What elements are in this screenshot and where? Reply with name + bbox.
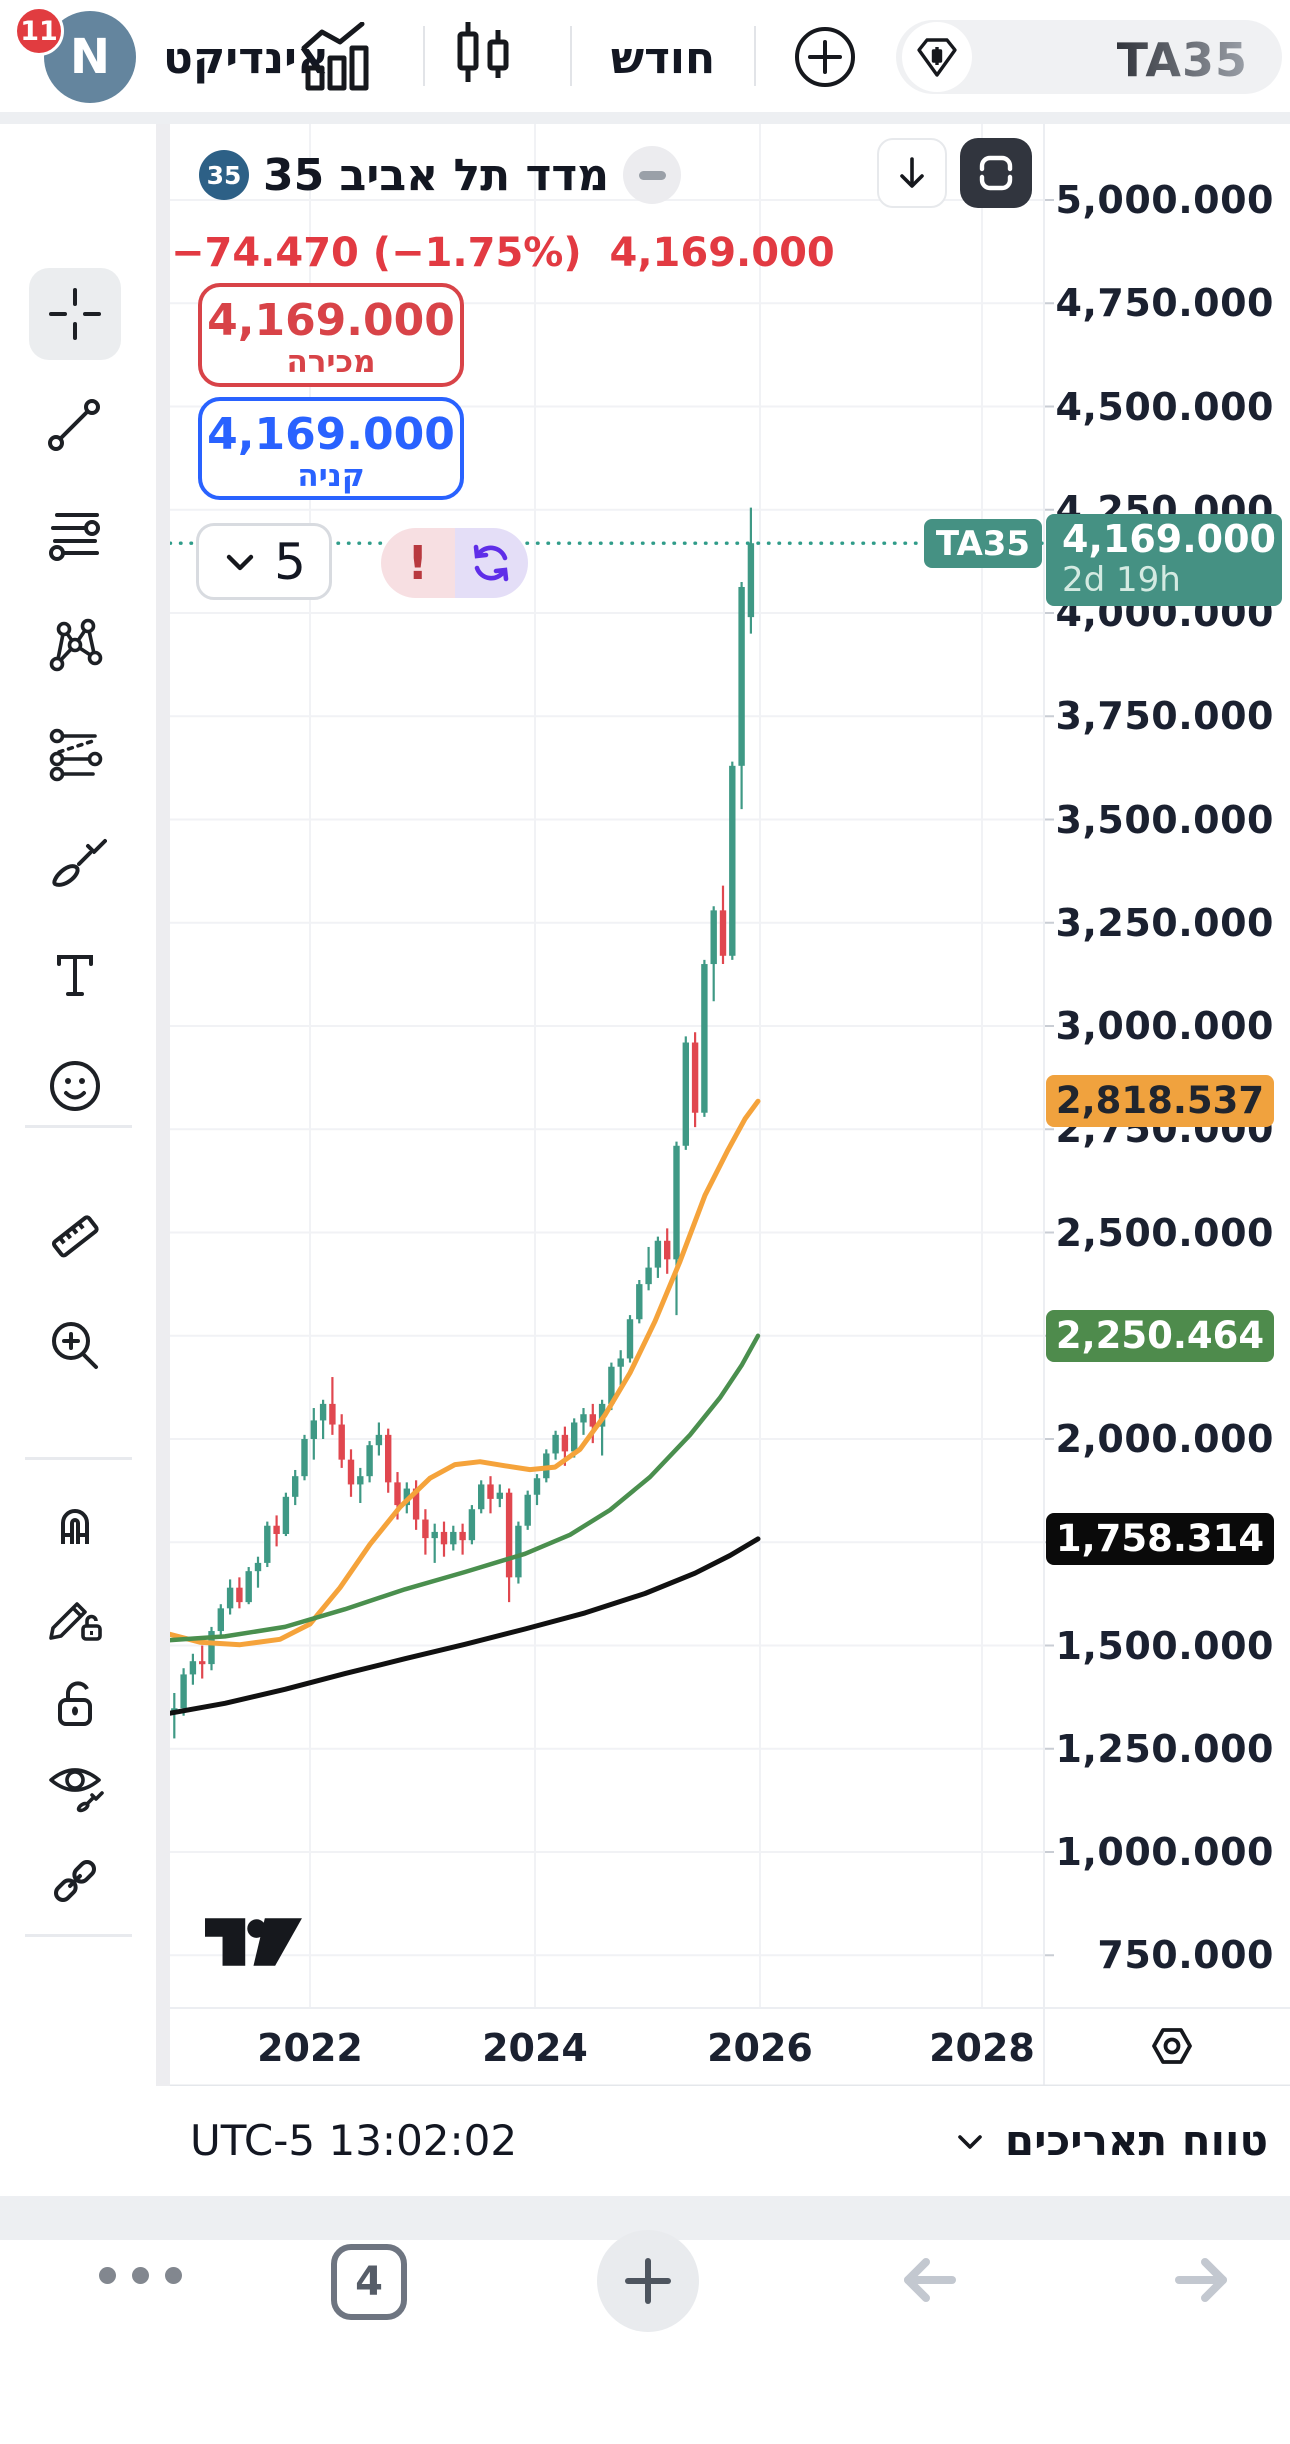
xabcd-pattern-icon[interactable] bbox=[43, 612, 107, 676]
year-axis-label: 2026 bbox=[707, 2026, 813, 2070]
indicators-dropdown[interactable]: 5 bbox=[196, 523, 332, 600]
sell-button[interactable]: 4,169.000 מכירה bbox=[198, 283, 464, 387]
buy-price: 4,169.000 bbox=[207, 409, 455, 460]
arrow-down-icon bbox=[900, 157, 924, 188]
price-axis-label: 1,250.000 bbox=[1055, 1726, 1274, 1771]
price-axis-label: 3,000.000 bbox=[1055, 1004, 1274, 1048]
emoji-icon[interactable] bbox=[43, 1054, 107, 1118]
current-symbol-tag: TA35 bbox=[924, 519, 1042, 568]
trend-line-icon[interactable] bbox=[43, 392, 107, 456]
screenshot-button[interactable] bbox=[960, 138, 1032, 208]
chevron-down-icon bbox=[958, 2134, 982, 2149]
topbar-divider bbox=[423, 26, 425, 86]
chevron-down-icon bbox=[226, 554, 254, 570]
toolbar-divider bbox=[25, 1125, 132, 1128]
alert-sync-pill[interactable]: ! bbox=[381, 528, 528, 598]
symbol-search-pill[interactable]: TA35 bbox=[896, 20, 1282, 94]
drawing-toolbar bbox=[0, 124, 156, 2314]
candles-icon[interactable] bbox=[452, 20, 514, 94]
text-icon[interactable] bbox=[43, 944, 107, 1008]
price-change-row: −74.470 (−1.75%) 4,169.000 bbox=[171, 230, 835, 276]
draw-lock-icon[interactable] bbox=[43, 1582, 107, 1646]
brush-icon[interactable] bbox=[43, 834, 107, 898]
price-axis-label: 2,000.000 bbox=[1055, 1417, 1274, 1461]
symbol-label: TA35 bbox=[1116, 33, 1248, 87]
plus-icon bbox=[625, 2258, 671, 2304]
ruler-icon[interactable] bbox=[43, 1204, 107, 1268]
scroll-to-latest-button[interactable] bbox=[877, 138, 947, 208]
price-axis-label: 3,250.000 bbox=[1055, 900, 1274, 945]
notification-badge: 11 bbox=[14, 6, 64, 56]
buy-button[interactable]: 4,169.000 קניה bbox=[198, 397, 464, 500]
ma-price-tag: 2,250.464 bbox=[1046, 1309, 1274, 1362]
timezone-clock[interactable]: UTC-5 13:02:02 bbox=[190, 2116, 518, 2165]
year-axis-label: 2024 bbox=[482, 2026, 588, 2070]
topbar-divider bbox=[754, 26, 756, 86]
price-axis-label: 3,750.000 bbox=[1055, 694, 1274, 739]
add-button[interactable] bbox=[597, 2230, 699, 2332]
year-axis-label: 2022 bbox=[257, 2026, 363, 2070]
forward-arrow-icon[interactable] bbox=[1173, 2254, 1233, 2306]
more-dots-icon[interactable] bbox=[99, 2267, 182, 2284]
interval-button[interactable]: חודש bbox=[610, 33, 716, 84]
frame-icon bbox=[979, 155, 1013, 191]
chart-type-icon[interactable] bbox=[300, 22, 386, 92]
disjoint-channel-icon[interactable] bbox=[43, 722, 107, 786]
toolbar-divider bbox=[25, 1457, 132, 1460]
alert-icon[interactable]: ! bbox=[381, 528, 455, 598]
sync-icon[interactable] bbox=[454, 528, 528, 598]
collapse-legend-button[interactable] bbox=[623, 146, 682, 204]
plus-circle-icon[interactable] bbox=[794, 26, 856, 88]
indicator-count: 5 bbox=[274, 532, 306, 591]
sell-label: מכירה bbox=[286, 344, 376, 381]
current-price-tag: 4,169.000 2d 19h bbox=[1046, 514, 1282, 606]
gem-symbol-icon bbox=[902, 22, 972, 92]
pane-gutter bbox=[156, 124, 170, 2196]
tab-count-button[interactable]: 4 bbox=[331, 2244, 407, 2320]
price-axis-label: 1,000.000 bbox=[1055, 1830, 1274, 1874]
app-name-label[interactable]: אינדיקט bbox=[163, 33, 330, 84]
bar-countdown: 2d 19h bbox=[1062, 559, 1181, 600]
zoom-in-icon[interactable] bbox=[43, 1314, 107, 1378]
magnet-icon[interactable] bbox=[43, 1490, 107, 1554]
topbar-divider bbox=[570, 26, 572, 86]
sell-price: 4,169.000 bbox=[207, 295, 455, 346]
chart-title[interactable]: מדד תל אביב 35 bbox=[263, 149, 610, 201]
price-axis-label: 5,000.000 bbox=[1055, 178, 1274, 222]
toolbar-divider bbox=[25, 1934, 132, 1937]
selected-tool-highlight bbox=[29, 268, 121, 360]
lock-open-icon[interactable] bbox=[43, 1670, 107, 1734]
hide-drawings-eye-icon[interactable] bbox=[43, 1754, 107, 1818]
ma-price-tag: 2,818.537 bbox=[1046, 1074, 1274, 1127]
series-badge: 35 bbox=[199, 150, 249, 200]
horizontal-lines-icon[interactable] bbox=[43, 502, 107, 566]
minus-icon bbox=[638, 170, 666, 180]
ma-price-tag: 1,758.314 bbox=[1046, 1512, 1274, 1565]
chart-legend: 35 מדד תל אביב 35 bbox=[199, 146, 682, 204]
buy-label: קניה bbox=[297, 458, 365, 495]
link-icon[interactable] bbox=[43, 1849, 107, 1913]
price-axis-label: 3,500.000 bbox=[1055, 797, 1274, 842]
date-range-control[interactable]: טווח תאריכים bbox=[953, 2116, 1268, 2165]
tradingview-logo bbox=[205, 1918, 303, 1968]
price-axis-label: 4,750.000 bbox=[1055, 281, 1274, 326]
price-axis-label: 1,500.000 bbox=[1055, 1623, 1274, 1668]
divider bbox=[0, 112, 1290, 124]
back-arrow-icon[interactable] bbox=[898, 2254, 958, 2306]
price-axis-label: 2,500.000 bbox=[1055, 1210, 1274, 1255]
price-axis-label: 750.000 bbox=[1097, 1933, 1274, 1978]
footer-row bbox=[0, 2086, 1290, 2196]
crosshair-icon[interactable] bbox=[43, 282, 107, 346]
scale-settings-icon[interactable] bbox=[1145, 2019, 1199, 2073]
top-bar: N 11 אינדיקט חודש bbox=[0, 0, 1290, 112]
year-axis-label: 2028 bbox=[929, 2026, 1035, 2070]
price-axis-label: 4,500.000 bbox=[1055, 384, 1274, 429]
